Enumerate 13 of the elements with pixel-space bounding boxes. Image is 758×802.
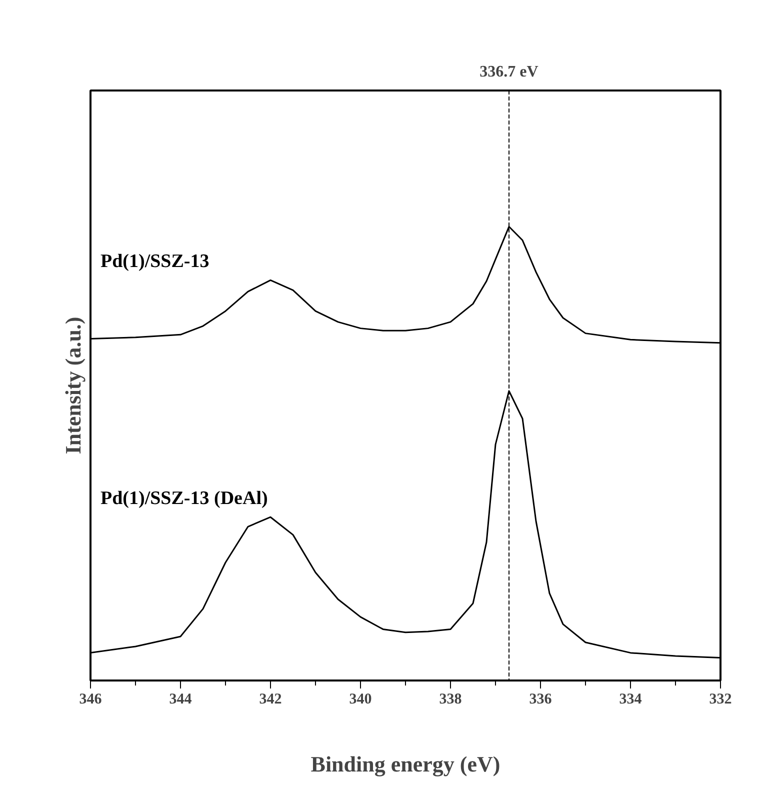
ref-line-label: 336.7 eV [480, 64, 539, 80]
x-tick-label: 334 [619, 692, 642, 708]
x-tick-label: 340 [349, 692, 372, 708]
x-tick-label: 338 [439, 692, 462, 708]
text: Pd(1)/SSZ-13 [100, 251, 210, 272]
x-tick-label: 336 [529, 692, 552, 708]
series-label: Pd(1)/SSZ-13 (DeAl) [100, 488, 268, 510]
y-axis-title: Intensity (a.u.) [60, 316, 86, 454]
x-tick-label: 346 [79, 692, 102, 708]
x-tick-label: 344 [169, 692, 192, 708]
x-tick-label: 342 [259, 692, 282, 708]
x-axis-title: Binding energy (eV) [310, 752, 500, 776]
x-tick-label: 332 [709, 692, 732, 708]
